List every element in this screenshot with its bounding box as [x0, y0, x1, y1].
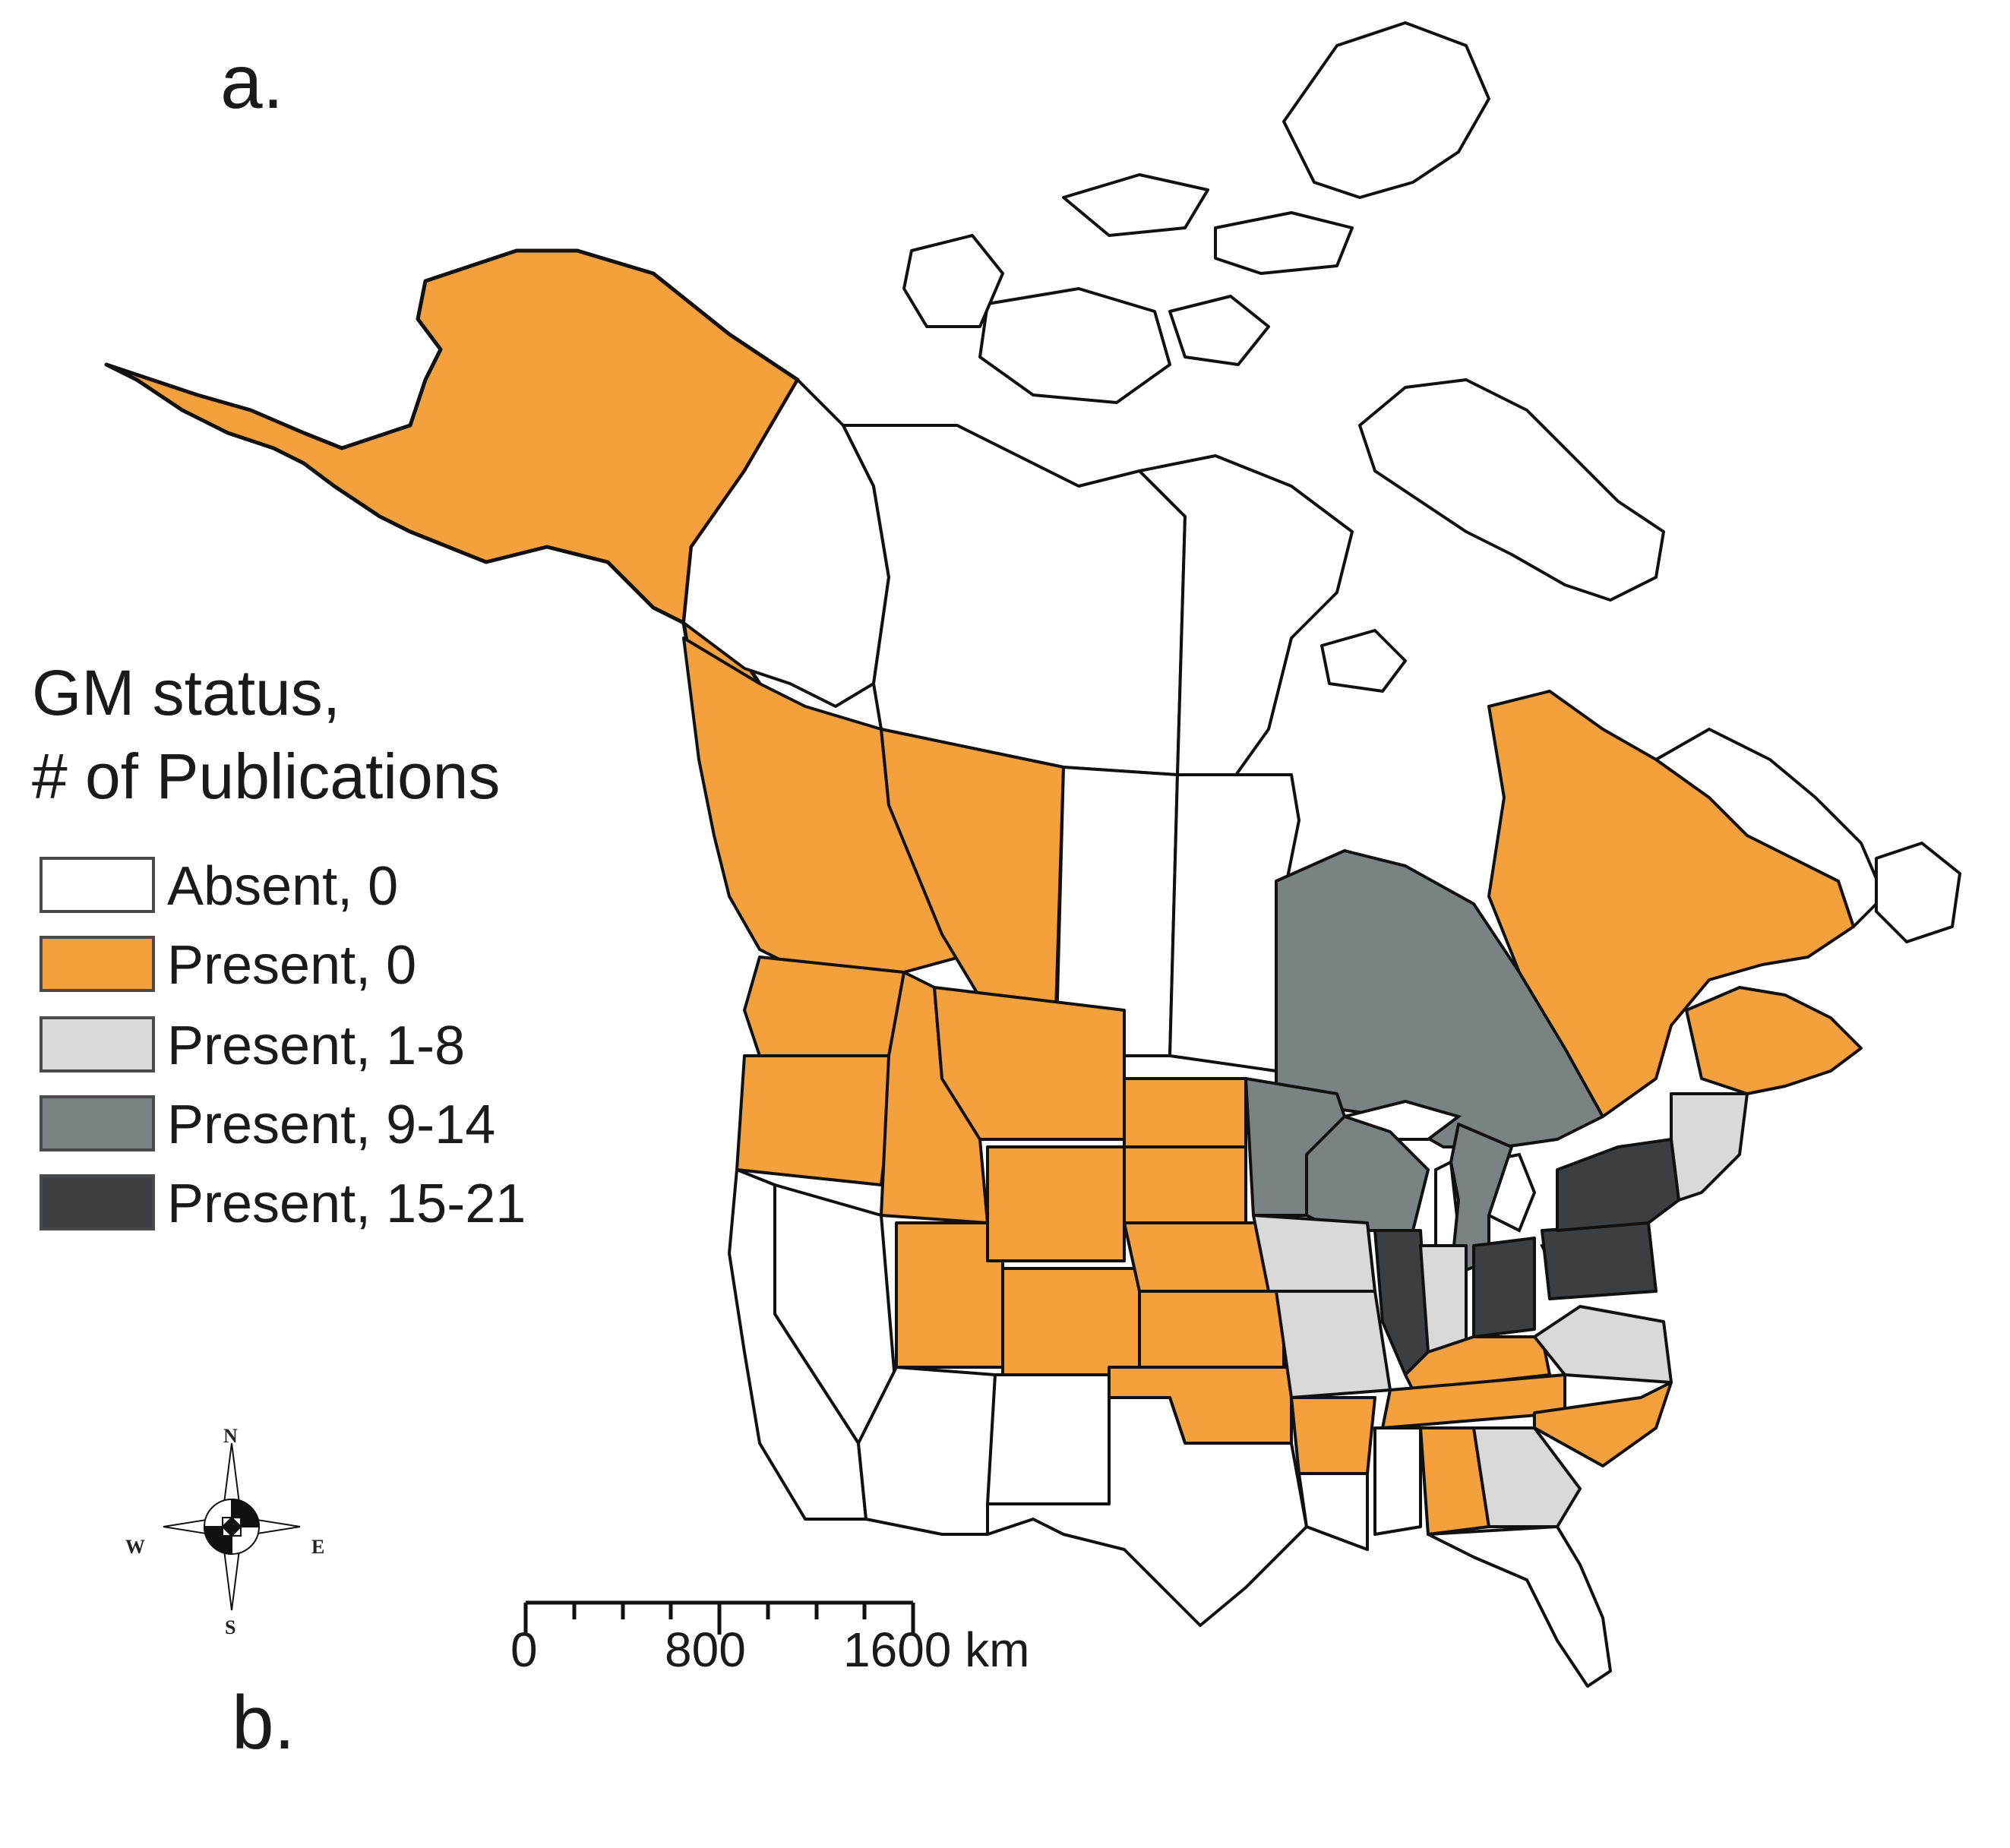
scale-bar — [523, 1600, 915, 1635]
iowa-region — [1252, 1214, 1376, 1293]
louisiana-region — [1297, 1472, 1369, 1551]
texas-region — [986, 1396, 1308, 1627]
pennsylvania-region — [1541, 1221, 1658, 1300]
compass-west-label: W — [125, 1536, 145, 1558]
panel-label-a: a. — [220, 39, 284, 125]
victoria-island — [978, 287, 1171, 404]
wyoming-region — [986, 1145, 1126, 1262]
nunavut-region — [1138, 454, 1354, 784]
usa-states — [728, 956, 1749, 1688]
compass-star-icon — [163, 1442, 301, 1611]
baffin-island — [1358, 378, 1665, 602]
south-dakota-region — [1123, 1145, 1247, 1224]
ontario-region — [1275, 849, 1604, 1148]
california-region — [728, 1168, 868, 1521]
ohio-region — [1472, 1237, 1536, 1338]
newfoundland-island — [1875, 842, 1961, 943]
new-england-region — [1670, 1092, 1749, 1202]
banks-island — [902, 234, 1004, 328]
panel-label-b: b. — [232, 1680, 295, 1765]
labrador-region — [1654, 728, 1885, 928]
michigan-region — [1449, 1123, 1513, 1278]
arctic-archipelago — [902, 21, 1665, 693]
mississippi-region — [1373, 1426, 1422, 1536]
new-mexico-region — [986, 1373, 1111, 1505]
georgia-region — [1472, 1426, 1582, 1528]
north-dakota-region — [1123, 1077, 1247, 1148]
canada-provinces — [682, 378, 1961, 1148]
kansas-region — [1138, 1290, 1285, 1369]
compass-rose — [163, 1442, 301, 1611]
southampton-island — [1320, 629, 1407, 693]
legend-label-present-0: Present, 0 — [167, 935, 417, 996]
colorado-region — [1001, 1267, 1141, 1376]
carolinas-region — [1533, 1381, 1673, 1467]
legend-swatch-absent — [40, 857, 155, 913]
washington-region — [743, 956, 905, 1057]
legend-swatch-present-15-21 — [40, 1174, 155, 1230]
legend-label-absent: Absent, 0 — [167, 856, 399, 917]
compass-south-label: S — [225, 1616, 236, 1638]
british-columbia-region — [682, 637, 989, 981]
devon-island — [1214, 211, 1354, 275]
somerset-prince-wales — [1168, 295, 1270, 366]
florida-region — [1427, 1525, 1612, 1688]
scale-label-800: 800 — [665, 1622, 746, 1677]
compass-east-label: E — [311, 1536, 325, 1558]
legend-title-line2: # of Publications — [32, 741, 501, 812]
legend-label-present-1-8: Present, 1-8 — [167, 1016, 466, 1076]
arkansas-region — [1290, 1396, 1376, 1475]
legend-label-present-15-21: Present, 15-21 — [167, 1174, 526, 1234]
montana-region — [933, 986, 1126, 1141]
ellesmere-island — [1282, 21, 1490, 199]
compass-north-label: N — [223, 1425, 238, 1447]
legend-swatch-present-0 — [40, 936, 155, 992]
maritimes-region — [1685, 986, 1863, 1095]
legend-swatch-present-9-14 — [40, 1095, 155, 1151]
utah-region — [895, 1221, 1004, 1369]
virginia-region — [1533, 1305, 1673, 1384]
missouri-region — [1275, 1290, 1392, 1399]
scale-label-1600: 1600 km — [843, 1622, 1030, 1677]
new-york-region — [1556, 1138, 1680, 1232]
legend-title-line1: GM status, — [32, 657, 341, 728]
indiana-region — [1419, 1244, 1468, 1354]
oregon-region — [735, 1054, 898, 1186]
legend-label-present-9-14: Present, 9-14 — [167, 1095, 496, 1155]
scale-label-0: 0 — [510, 1622, 538, 1677]
northwest-territories-region — [842, 424, 1187, 776]
queen-elizabeth-islands — [1062, 173, 1209, 237]
legend-swatch-present-1-8 — [40, 1016, 155, 1072]
